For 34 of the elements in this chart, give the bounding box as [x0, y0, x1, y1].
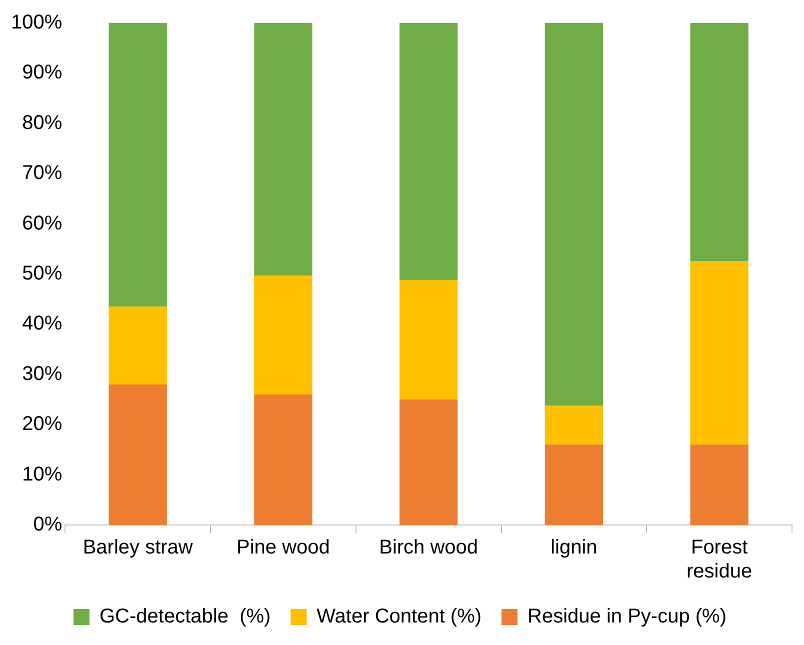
bar	[544, 406, 604, 445]
bar	[254, 394, 312, 525]
bar	[108, 384, 167, 525]
bar	[690, 260, 748, 445]
y-tick-label: 10%	[22, 463, 62, 486]
y-tick-label: 70%	[22, 162, 62, 184]
y-tick-label: 50%	[22, 262, 62, 285]
legend-label: Residue in Py-cup (%)	[528, 606, 727, 628]
y-tick-label: 40%	[22, 312, 62, 335]
y-tick-label: 20%	[22, 413, 62, 436]
bar	[108, 306, 167, 384]
y-tick-label: 30%	[22, 362, 62, 385]
legend-label: Water Content (%)	[316, 606, 482, 628]
bar	[544, 444, 604, 525]
x-tick-label: Pine wood	[236, 536, 330, 559]
bar	[400, 23, 458, 280]
bar	[690, 23, 748, 261]
bar	[400, 400, 458, 525]
legend-label: GC-detectable (%)	[100, 606, 271, 628]
y-tick-label: 100%	[10, 12, 62, 34]
bar	[108, 23, 167, 307]
y-tick-label: 90%	[22, 62, 62, 84]
x-tick-label: Forest residue	[686, 536, 752, 583]
bar	[254, 276, 312, 394]
bar	[400, 280, 458, 400]
bar	[544, 23, 604, 406]
y-tick-label: 80%	[22, 112, 62, 134]
bar	[690, 444, 748, 525]
x-tick-label: lignin	[550, 536, 598, 559]
bar	[254, 23, 312, 276]
y-tick-label: 60%	[22, 212, 62, 234]
y-tick-label: 0%	[33, 514, 62, 536]
x-tick-label: Barley straw	[82, 536, 194, 559]
x-tick-label: Birch wood	[379, 536, 478, 559]
